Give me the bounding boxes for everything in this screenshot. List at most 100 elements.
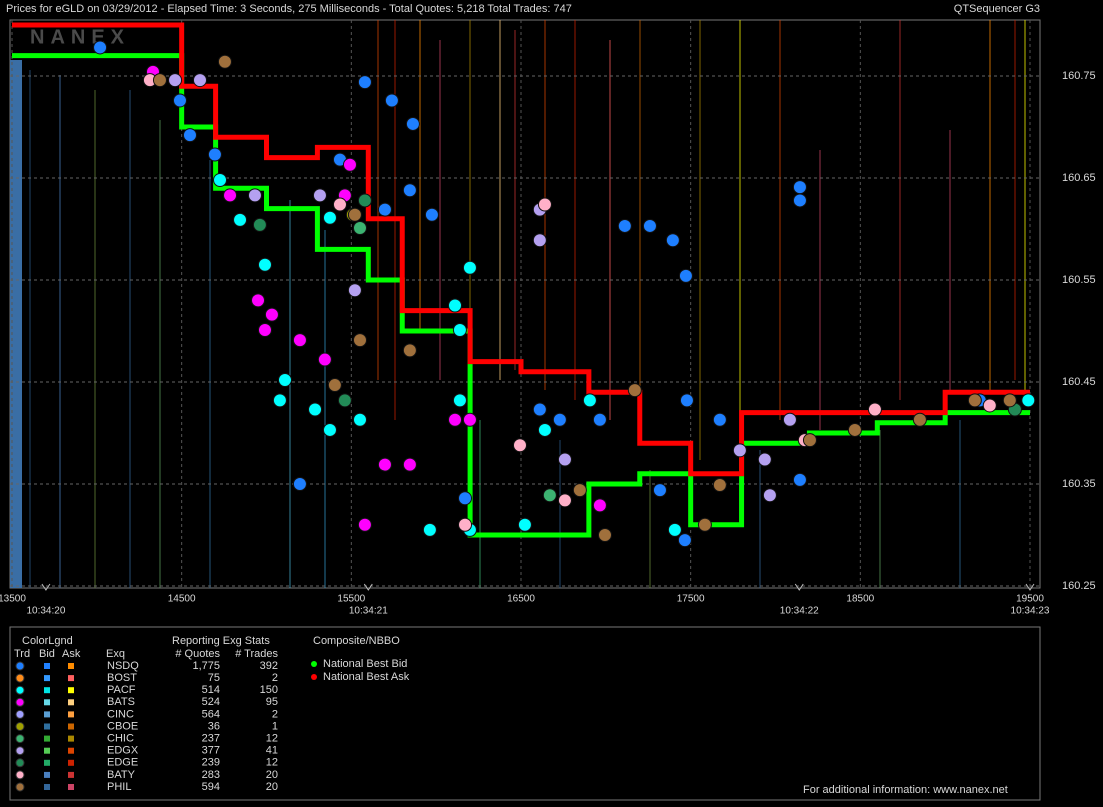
trade-dot [352, 220, 367, 235]
trade-dot [308, 402, 323, 417]
legend-trades: 20 [266, 781, 278, 793]
legend-exchange: PACF [107, 684, 136, 696]
legend-bid [44, 759, 50, 766]
legend-bid [44, 699, 50, 706]
trade-dot [152, 73, 167, 88]
trade-dot [377, 202, 392, 217]
legend-bid [44, 771, 50, 778]
nbbo-line [12, 22, 1030, 477]
trade-dot [847, 422, 862, 437]
trade-dot [462, 412, 477, 427]
trade-dot [732, 443, 747, 458]
legend-trd [15, 758, 25, 768]
y-tick-label: 160.55 [1062, 274, 1096, 286]
legend-trades: 150 [260, 684, 278, 696]
trade-dot [312, 188, 327, 203]
y-tick-label: 160.65 [1062, 172, 1096, 184]
trade-dot [512, 438, 527, 453]
trade-dot [592, 498, 607, 513]
legend-quotes: 524 [202, 696, 220, 708]
legend-trades: 392 [260, 660, 278, 672]
trade-dot [93, 40, 108, 55]
legend-trades: 12 [266, 733, 278, 745]
trade-dot [277, 372, 292, 387]
trade-dot [458, 517, 473, 532]
trade-dot [532, 402, 547, 417]
trade-dot [377, 457, 392, 472]
trade-dot [192, 73, 207, 88]
trade-dot [782, 412, 797, 427]
trade-dot [452, 393, 467, 408]
col-header: Ask [62, 648, 81, 660]
watermark: NANEX [30, 26, 130, 48]
legend-trd [15, 661, 25, 671]
trade-dot [757, 452, 772, 467]
trade-dot [802, 433, 817, 448]
trade-dot [652, 483, 667, 498]
x-tick-label: 14500 [168, 594, 196, 605]
trade-dot [247, 188, 262, 203]
legend-quotes: 239 [202, 757, 220, 769]
trade-dot [352, 412, 367, 427]
legend-trd [15, 746, 25, 756]
trade-dot [762, 488, 777, 503]
time-tick [41, 583, 51, 591]
col-header: Trd [14, 648, 30, 660]
legend-trd [15, 734, 25, 744]
trade-dot [537, 197, 552, 212]
legend-ask [68, 759, 74, 766]
trade-dot [182, 128, 197, 143]
legend-trd [15, 770, 25, 780]
legend-trades: 41 [266, 745, 278, 757]
trade-dot [679, 393, 694, 408]
trade-dot [582, 393, 597, 408]
trade-dot [642, 218, 657, 233]
time-tick [363, 583, 373, 591]
legend-exchange: BATS [107, 696, 135, 708]
stats-title: Reporting Exg Stats [172, 635, 270, 647]
legend-quotes: 377 [202, 745, 220, 757]
trade-dot [168, 73, 183, 88]
nbbo-title: Composite/NBBO [313, 635, 400, 647]
trade-dot [357, 193, 372, 208]
legend-trd [15, 673, 25, 683]
legend-ask [68, 687, 74, 694]
header-title: Prices for eGLD on 03/29/2012 - Elapsed … [6, 3, 572, 15]
x-tick-label: 17500 [677, 594, 705, 605]
legend-quotes: 594 [202, 781, 220, 793]
time-label: 10:34:23 [1011, 606, 1050, 617]
legend-trades: 12 [266, 757, 278, 769]
nbbo-legend-label: National Best Ask [323, 671, 410, 683]
trade-dot [327, 378, 342, 393]
trade-dot [532, 233, 547, 248]
legend-exchange: PHIL [107, 781, 131, 793]
col-header: # Quotes [175, 648, 220, 660]
trade-dot [352, 333, 367, 348]
legend-quotes: 36 [208, 720, 220, 732]
trade-dot [402, 183, 417, 198]
legend-bid [44, 675, 50, 682]
x-tick-label: 13500 [0, 594, 26, 605]
trade-dot [272, 393, 287, 408]
app-name: QTSequencer G3 [954, 3, 1040, 15]
trade-dot [337, 393, 352, 408]
legend-trades: 2 [272, 672, 278, 684]
legend-quotes: 283 [202, 769, 220, 781]
time-tick [1025, 583, 1035, 591]
trade-dot [172, 93, 187, 108]
trade-dot [627, 383, 642, 398]
y-tick-label: 160.75 [1062, 70, 1096, 82]
trade-dot [342, 157, 357, 172]
trade-dot [322, 210, 337, 225]
legend-quotes: 75 [208, 672, 220, 684]
x-tick-label: 18500 [846, 594, 874, 605]
nbbo-legend-dot [311, 661, 317, 667]
trade-dot [452, 322, 467, 337]
legend-bid [44, 747, 50, 754]
trade-dot [347, 207, 362, 222]
legend-trd [15, 697, 25, 707]
legend-exchange: CBOE [107, 720, 138, 732]
y-tick-label: 160.45 [1062, 376, 1096, 388]
plot-frame [9, 19, 1041, 589]
